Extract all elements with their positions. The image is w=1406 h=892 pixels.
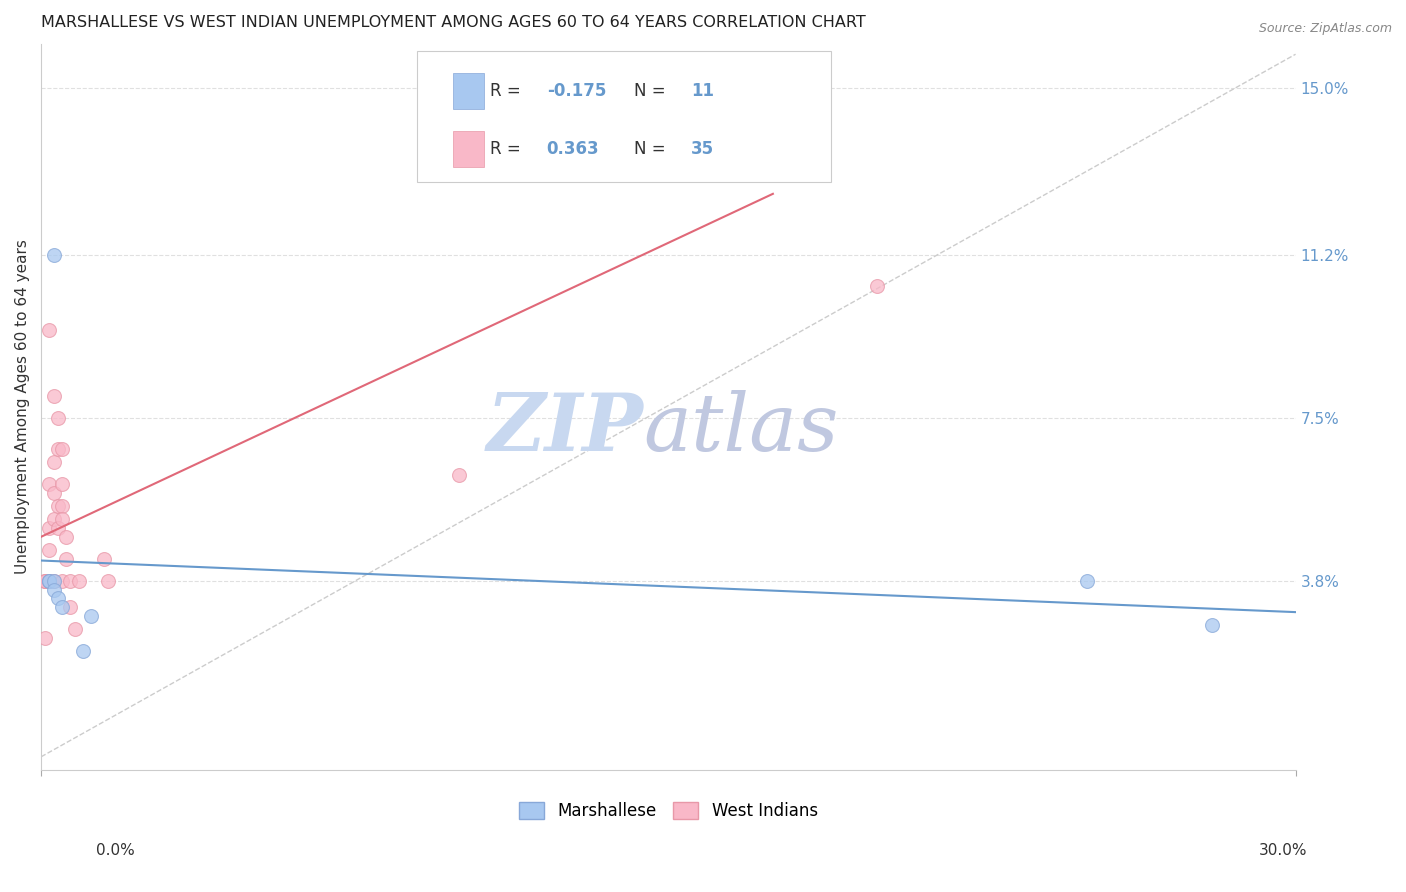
Text: 30.0%: 30.0%: [1260, 843, 1308, 858]
Point: [51, 476, 73, 491]
FancyBboxPatch shape: [418, 51, 831, 182]
Point: [46, 591, 69, 606]
Point: [38, 574, 60, 588]
Point: [42, 574, 65, 588]
Point: [38, 521, 60, 535]
Point: [67, 574, 90, 588]
Point: [46, 521, 69, 535]
Text: N =: N =: [634, 82, 671, 100]
Point: [1076, 574, 1098, 588]
Text: 0.363: 0.363: [547, 140, 599, 158]
Point: [616, 80, 638, 95]
Text: Source: ZipAtlas.com: Source: ZipAtlas.com: [1258, 22, 1392, 36]
Text: R =: R =: [491, 82, 526, 100]
Point: [59, 600, 82, 615]
Point: [42, 455, 65, 469]
Legend: Marshallese, West Indians: Marshallese, West Indians: [512, 796, 824, 827]
Point: [46, 410, 69, 425]
Text: ZIP: ZIP: [486, 390, 644, 467]
Point: [38, 574, 60, 588]
Point: [449, 468, 471, 483]
Point: [51, 600, 73, 615]
Text: 35: 35: [690, 140, 714, 158]
FancyBboxPatch shape: [453, 131, 484, 167]
Point: [46, 442, 69, 456]
Point: [51, 574, 73, 588]
Point: [1201, 617, 1223, 632]
Point: [741, 80, 763, 95]
Point: [34, 574, 56, 588]
Text: 0.0%: 0.0%: [96, 843, 135, 858]
Point: [97, 574, 120, 588]
Point: [38, 476, 60, 491]
Point: [93, 551, 115, 566]
Point: [46, 499, 69, 513]
Text: N =: N =: [634, 140, 671, 158]
Point: [42, 389, 65, 403]
Point: [34, 574, 56, 588]
Point: [866, 278, 889, 293]
Point: [34, 631, 56, 645]
Point: [51, 442, 73, 456]
Point: [72, 644, 94, 658]
Point: [42, 512, 65, 526]
Point: [51, 512, 73, 526]
Point: [55, 530, 77, 544]
Text: atlas: atlas: [644, 390, 838, 467]
Point: [38, 574, 60, 588]
Point: [42, 574, 65, 588]
Point: [51, 499, 73, 513]
FancyBboxPatch shape: [453, 72, 484, 109]
Point: [38, 542, 60, 557]
Text: R =: R =: [491, 140, 526, 158]
Point: [42, 248, 65, 262]
Point: [63, 622, 86, 636]
Text: 11: 11: [690, 82, 714, 100]
Point: [42, 582, 65, 597]
Text: MARSHALLESE VS WEST INDIAN UNEMPLOYMENT AMONG AGES 60 TO 64 YEARS CORRELATION CH: MARSHALLESE VS WEST INDIAN UNEMPLOYMENT …: [41, 15, 866, 30]
Text: -0.175: -0.175: [547, 82, 606, 100]
Y-axis label: Unemployment Among Ages 60 to 64 years: Unemployment Among Ages 60 to 64 years: [15, 239, 30, 574]
Point: [80, 609, 103, 624]
Point: [38, 323, 60, 337]
Point: [55, 551, 77, 566]
Point: [59, 574, 82, 588]
Point: [34, 574, 56, 588]
Point: [42, 485, 65, 500]
